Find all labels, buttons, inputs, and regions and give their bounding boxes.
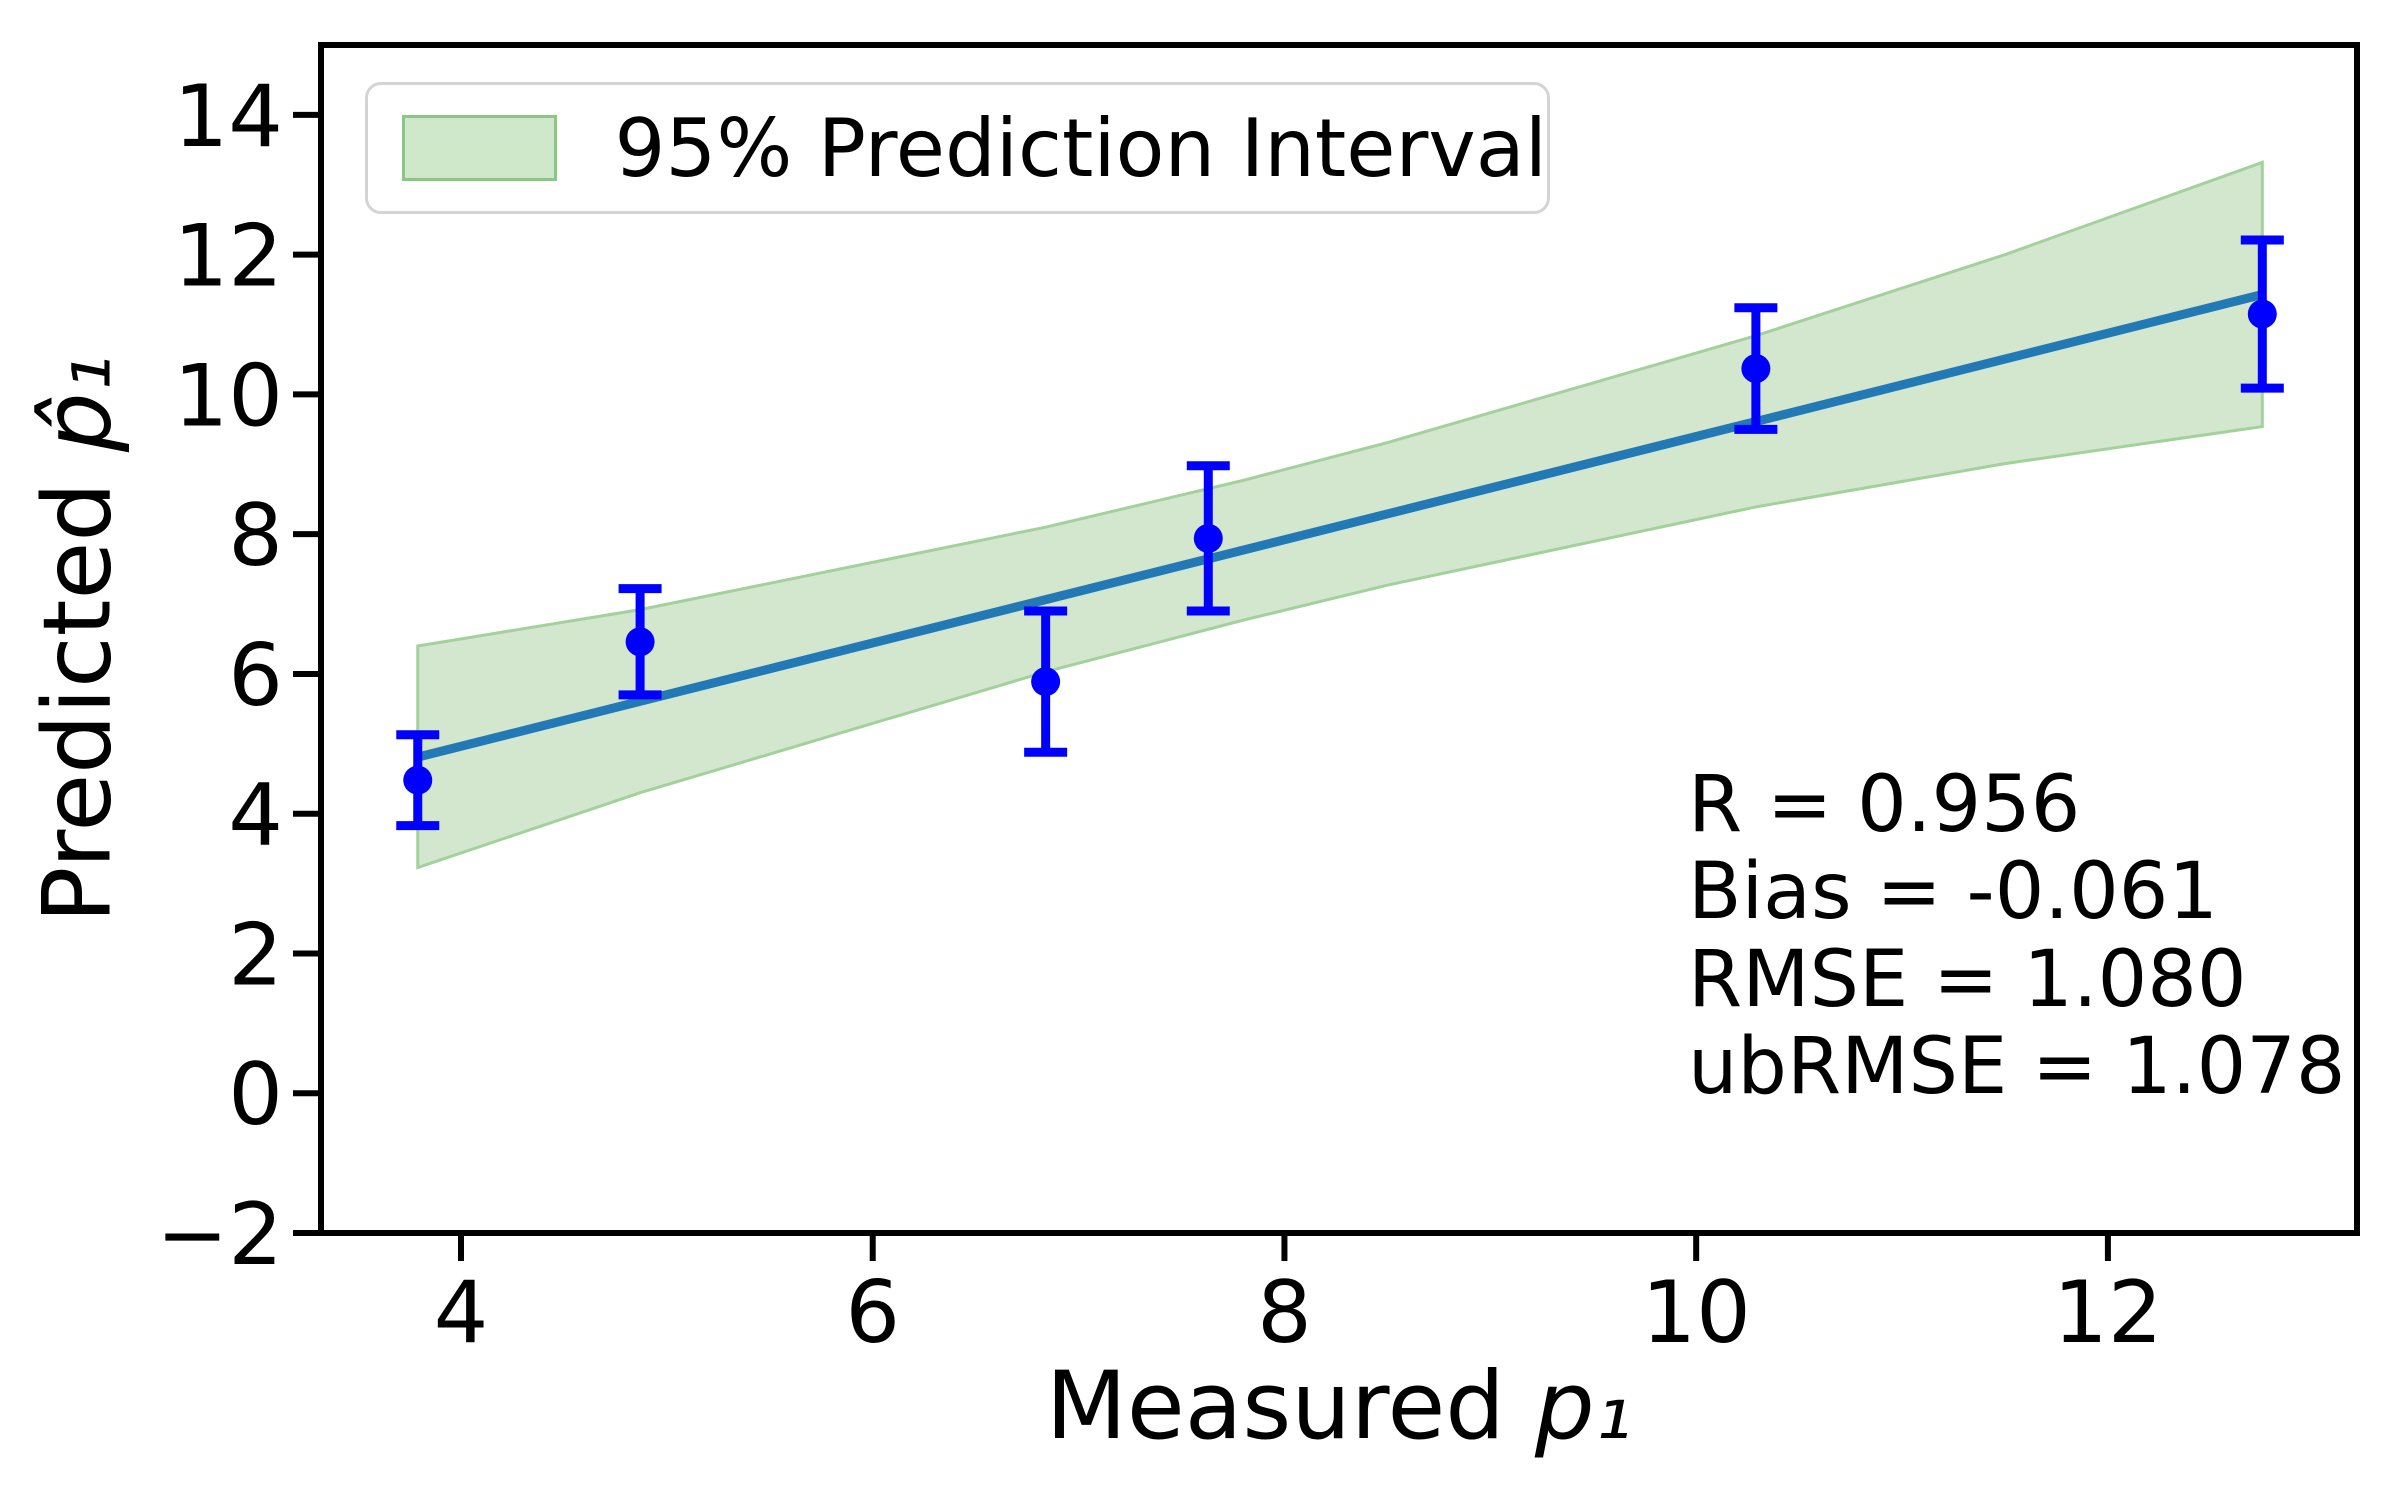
regression-line xyxy=(416,290,2264,762)
axes-frame xyxy=(318,42,2360,1236)
x-axis-label-text: Measured xyxy=(1045,1352,1535,1461)
y-axis-label: Predicted p̂₁ xyxy=(24,355,133,924)
y-tick-label: 4 xyxy=(228,766,283,866)
stats-annotation: R = 0.956 Bias = -0.061 RMSE = 1.080 ubR… xyxy=(1688,760,2346,1113)
x-tick-label: 6 xyxy=(845,1263,900,1363)
data-point xyxy=(1193,523,1223,553)
stat-r: R = 0.956 xyxy=(1688,760,2081,850)
data-point xyxy=(1031,667,1061,697)
data-point xyxy=(403,765,433,795)
y-axis-label-variable: p̂₁ xyxy=(23,354,133,453)
x-axis-label: Measured p₁ xyxy=(839,1352,1839,1461)
stat-rmse: RMSE = 1.080 xyxy=(1688,934,2247,1025)
y-tick-label: −2 xyxy=(156,1185,283,1285)
x-tick-label: 8 xyxy=(1257,1263,1312,1363)
prediction-interval-swatch xyxy=(402,115,557,181)
y-tick-label: 8 xyxy=(228,486,283,586)
x-tick-label: 10 xyxy=(1641,1263,1750,1363)
y-tick-label: 2 xyxy=(228,905,283,1005)
y-tick-label: 14 xyxy=(174,67,283,167)
x-tick-label: 12 xyxy=(2053,1263,2162,1363)
y-tick-label: 12 xyxy=(174,207,283,307)
x-axis-label-variable: p₁ xyxy=(1534,1352,1633,1461)
x-tick-label: 4 xyxy=(434,1263,489,1363)
y-tick-label: 0 xyxy=(228,1045,283,1145)
data-point xyxy=(2247,299,2277,329)
data-point xyxy=(625,627,655,657)
stat-ubrmse: ubRMSE = 1.078 xyxy=(1688,1022,2346,1113)
y-tick-label: 6 xyxy=(228,626,283,726)
legend: 95% Prediction Interval xyxy=(365,82,1550,214)
y-tick-label: 10 xyxy=(174,346,283,446)
y-axis-label-text: Predicted xyxy=(23,452,133,924)
prediction-interval-band xyxy=(416,160,2264,870)
stat-bias: Bias = -0.061 xyxy=(1688,847,2219,938)
data-point xyxy=(1741,354,1771,384)
legend-label: 95% Prediction Interval xyxy=(614,101,1547,195)
